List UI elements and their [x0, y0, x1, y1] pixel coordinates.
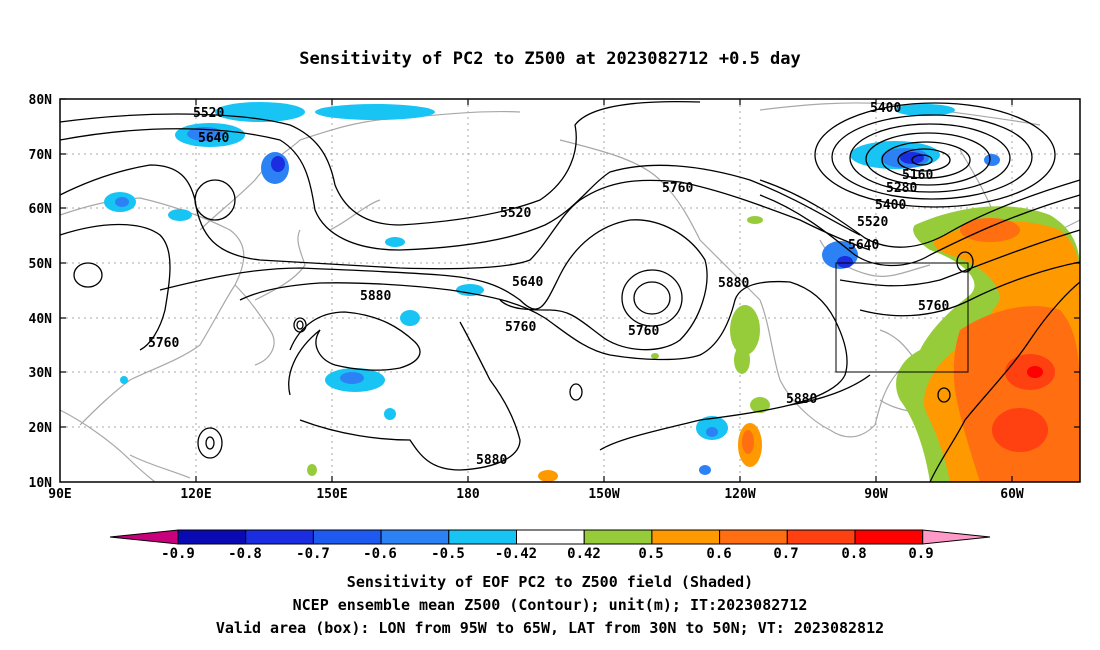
colorbar-label: -0.8 [228, 546, 262, 562]
contour-label: 5400 [875, 198, 906, 213]
colorbar-segment [719, 529, 788, 545]
map-frame [59, 98, 1081, 483]
lat-label: 50N [29, 257, 53, 272]
colorbar-label: 0.7 [773, 546, 798, 562]
caption-contour: NCEP ensemble mean Z500 (Contour); unit(… [292, 596, 808, 614]
lon-label: 180 [456, 487, 480, 502]
contour-label: 5760 [918, 299, 949, 314]
colorbar-label: 0.8 [841, 546, 866, 562]
contour-label: 5880 [360, 289, 391, 304]
z500-contours [59, 100, 1081, 483]
contour-label: 5640 [198, 131, 229, 146]
contour-label: 5880 [718, 276, 749, 291]
contour-label: 5760 [662, 181, 693, 196]
contour-label: 5400 [870, 101, 901, 116]
lon-label: 150E [316, 487, 347, 502]
caption-valid-area: Valid area (box): LON from 95W to 65W, L… [215, 619, 885, 637]
lon-label: 90E [48, 487, 71, 502]
contour-label: 5520 [857, 215, 888, 230]
colorbar-segment [177, 529, 247, 545]
contour-label: 5160 [902, 168, 933, 183]
lon-label: 120W [724, 487, 755, 502]
colorbar-arrow-low [109, 529, 179, 545]
colorbar-segment [448, 529, 517, 545]
contour-label: 5760 [148, 336, 179, 351]
colorbar-label: 0.5 [638, 546, 663, 562]
colorbar-segment [516, 529, 585, 545]
lat-label: 60N [29, 202, 53, 217]
lat-label: 10N [29, 476, 53, 491]
colorbar-segment [312, 529, 382, 545]
lat-label: 80N [29, 93, 53, 108]
lat-label: 20N [29, 421, 53, 436]
colorbar-label: 0.42 [567, 546, 601, 562]
colorbar-segment [651, 529, 721, 545]
lat-label: 30N [29, 366, 53, 381]
colorbar-segment [380, 529, 450, 545]
contour-label: 5520 [193, 106, 224, 121]
contour-label: 5880 [786, 392, 817, 407]
lon-label: 120E [180, 487, 211, 502]
lon-label: 60W [1000, 487, 1024, 502]
colorbar-label: -0.5 [431, 546, 465, 562]
lat-label: 40N [29, 312, 53, 327]
lon-labels: 90E 120E 150E 180 150W 120W 90W 60W [48, 487, 1024, 502]
caption-shaded: Sensitivity of EOF PC2 to Z500 field (Sh… [346, 573, 754, 591]
chart-title: Sensitivity of PC2 to Z500 at 2023082712… [299, 49, 801, 69]
colorbar-label: -0.7 [296, 546, 330, 562]
contour-label: 5640 [512, 275, 543, 290]
contour-label: 5760 [505, 320, 536, 335]
colorbar [109, 529, 991, 545]
colorbar-label: -0.42 [495, 546, 537, 562]
colorbar-segment [786, 529, 856, 545]
valid-area-box [835, 262, 969, 373]
lat-label: 70N [29, 148, 53, 163]
positive-sensitivity-areas [307, 206, 1080, 483]
lat-labels: 80N 70N 60N 50N 40N 30N 20N 10N [29, 93, 53, 491]
contour-label: 5880 [476, 453, 507, 468]
contour-label: 5760 [628, 324, 659, 339]
contour-label: 5520 [500, 206, 531, 221]
colorbar-arrow-high [922, 529, 991, 545]
lon-label: 150W [588, 487, 619, 502]
colorbar-segment [245, 529, 314, 545]
colorbar-label: 0.9 [908, 546, 933, 562]
contour-label-group: 5520 5640 5520 5640 5760 5880 5760 5760 … [148, 101, 949, 468]
colorbar-segment [583, 529, 653, 545]
colorbar-label: -0.9 [161, 546, 195, 562]
colorbar-label: 0.6 [706, 546, 731, 562]
axis-ticks [60, 98, 1080, 482]
colorbar-labels: -0.9 -0.8 -0.7 -0.6 -0.5 -0.42 0.42 0.5 … [161, 546, 934, 562]
colorbar-label: -0.6 [363, 546, 397, 562]
lon-label: 90W [864, 487, 888, 502]
contour-label: 5640 [848, 238, 879, 253]
colorbar-segment [854, 529, 924, 545]
contour-label: 5280 [886, 181, 917, 196]
